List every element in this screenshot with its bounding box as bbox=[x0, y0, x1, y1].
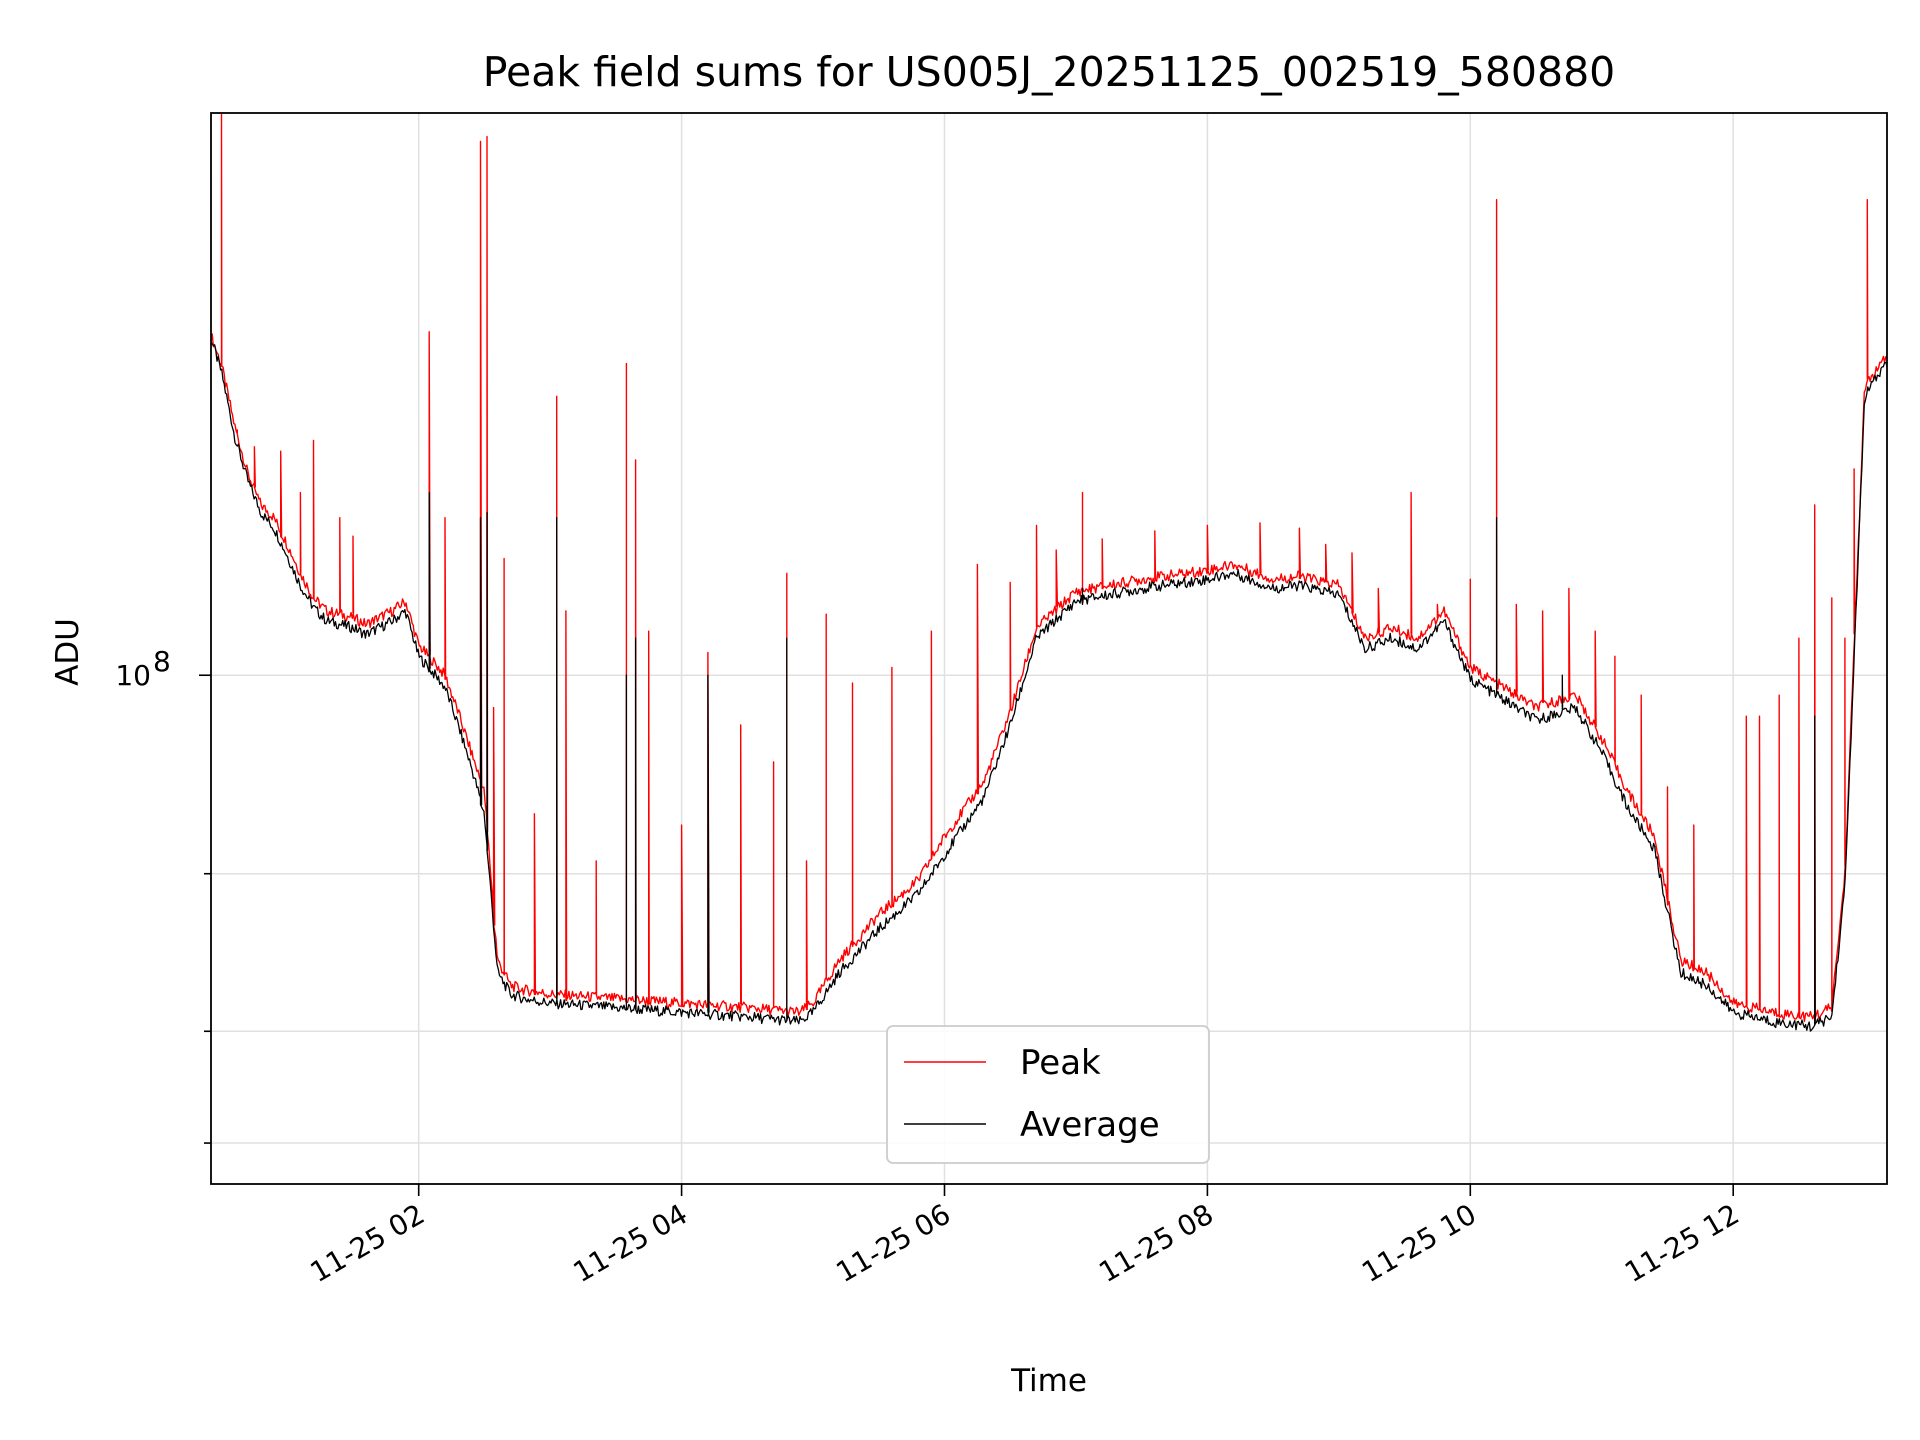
plot-series bbox=[211, 113, 1887, 1032]
legend-entry-peak: Peak bbox=[1020, 1043, 1101, 1083]
y-tick-label-exponent: 8 bbox=[153, 645, 171, 678]
series-line-average bbox=[211, 341, 1887, 1032]
y-tick-label: 10 bbox=[115, 659, 151, 692]
y-axis-label: ADU bbox=[50, 618, 86, 686]
legend: Peak Average bbox=[886, 1025, 1210, 1164]
chart-title: Peak field sums for US005J_20251125_0025… bbox=[483, 48, 1616, 96]
legend-entry-average: Average bbox=[1020, 1105, 1160, 1145]
y-axis: 10 8 bbox=[115, 645, 211, 1144]
plot-frame bbox=[210, 112, 1888, 1185]
x-axis-label: Time bbox=[1010, 1363, 1087, 1399]
legend-box bbox=[886, 1025, 1210, 1164]
